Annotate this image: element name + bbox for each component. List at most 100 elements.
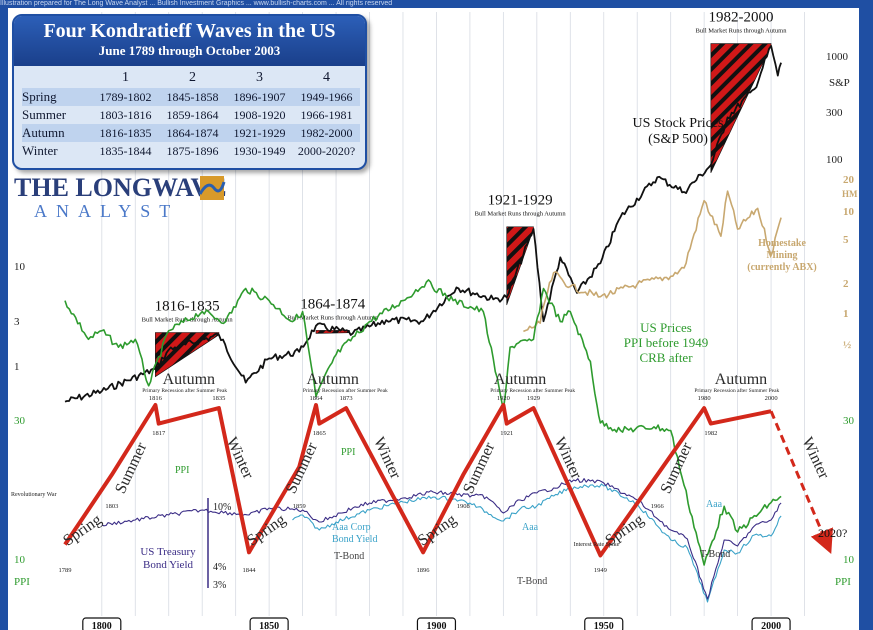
- us-treasury-label: Bond Yield: [143, 559, 194, 571]
- right-hm-tick: 1: [843, 308, 849, 320]
- table-cell: 1966-1981: [300, 107, 353, 122]
- aaa-yield-line: [292, 483, 782, 603]
- x-tick-box: [249, 617, 289, 630]
- table-cell: 1875-1896: [166, 143, 219, 158]
- right-hm-tick: 2: [843, 278, 849, 290]
- right-ppi-label: PPI: [835, 576, 851, 588]
- season-label: Autumn: [163, 371, 215, 388]
- wave-year-label: 2000: [765, 395, 778, 402]
- table-header: Four Kondratieff Waves in the US June 17…: [14, 16, 365, 66]
- table-column-row: 1 2 3 4: [22, 68, 360, 88]
- table-row: Winter 1835-1844 1875-1896 1930-1949 200…: [22, 142, 360, 160]
- right-sp-tick: 1000: [826, 51, 849, 63]
- sp500-label: (S&P 500): [648, 132, 708, 147]
- wave-year-label: 1865: [313, 430, 326, 437]
- wave-year-label: 1896: [417, 567, 431, 574]
- homestake-line: [523, 190, 782, 333]
- table-row: Autumn 1816-1835 1864-1874 1921-1929 198…: [22, 124, 360, 142]
- left-ppi-label: PPI: [14, 576, 30, 588]
- wave-year-label: 1844: [243, 567, 257, 574]
- table-cell: 1803-1816: [99, 107, 152, 122]
- bull-market-note: Bull Market Runs through Autumn: [287, 314, 379, 321]
- left-stock-tick: 10: [14, 261, 26, 273]
- bull-market-box: [506, 226, 534, 306]
- bull-market-note: Bull Market Runs through Autumn: [475, 211, 567, 218]
- table-cell: 1908-1920: [233, 107, 286, 122]
- kondratieff-table: Four Kondratieff Waves in the US June 17…: [12, 14, 367, 170]
- table-row: Spring 1789-1802 1845-1858 1896-1907 194…: [22, 88, 360, 106]
- table-cell: 2000-2020?: [297, 143, 356, 158]
- season-label: Autumn: [306, 371, 358, 388]
- tbond-label-1: T-Bond: [334, 551, 364, 562]
- wave-year-label: 1920: [497, 395, 510, 402]
- table-title: Four Kondratieff Waves in the US: [43, 20, 336, 42]
- season-label: Autumn: [494, 371, 546, 388]
- x-tick-box: [751, 617, 791, 630]
- table-cell: 1982-2000: [300, 125, 353, 140]
- left-stock-tick: 1: [14, 361, 20, 373]
- table-col-header: 3: [256, 70, 263, 85]
- left-stock-tick: 3: [14, 316, 20, 328]
- left-ppi-tick: 30: [14, 415, 26, 427]
- x-tick-label: 1900: [426, 621, 446, 630]
- season-label: Spring: [415, 511, 460, 549]
- wave-year-label: 1859: [293, 503, 306, 510]
- table-cell: 1949-1966: [300, 89, 353, 104]
- wave-year-label: 1929: [527, 395, 540, 402]
- tbond-label-2: T-Bond: [517, 576, 547, 587]
- right-hm-tick: ½: [843, 339, 851, 351]
- table-cell: 1859-1864: [166, 107, 219, 122]
- bull-market-period-label: 1816-1835: [155, 298, 220, 314]
- logo-line2: ANALYST: [34, 201, 179, 221]
- sp500-label: US Stock Prices: [633, 116, 724, 131]
- bull-market-period-label: 1982-2000: [708, 10, 773, 26]
- table-cell: 1835-1844: [99, 143, 152, 158]
- wave-year-label: 1982: [704, 430, 717, 437]
- table-grid: 1 2 3 4 Spring 1789-1802 1845-1858 1896-…: [22, 68, 360, 160]
- wave-year-label: 1789: [59, 567, 72, 574]
- us-prices-label: US Prices: [640, 320, 692, 335]
- season-label: Spring: [244, 511, 289, 549]
- season-label: Autumn: [22, 125, 65, 140]
- right-hm-tick: 20: [843, 174, 855, 186]
- right-hm-label: HM: [842, 189, 858, 199]
- wave-layer: 2020?: [63, 403, 847, 558]
- x-tick-label: 1850: [259, 621, 279, 630]
- aaa-label-1: Aaa: [522, 522, 539, 533]
- source-line: Illustration prepared for The Long Wave …: [0, 0, 393, 7]
- table-cell: 1896-1907: [233, 89, 286, 104]
- primary-recession-note: Primary Recession after Summer Peak: [490, 387, 575, 394]
- x-tick-box: [82, 617, 122, 630]
- right-sp-tick: 100: [826, 154, 843, 166]
- wave-year-label: 1816: [149, 395, 163, 402]
- season-label: Winter: [22, 143, 58, 158]
- table-cell: 1864-1874: [166, 125, 219, 140]
- x-tick-label: 1800: [92, 621, 112, 630]
- forecast-label: 2020?: [818, 526, 847, 540]
- wave-year-label: 1817: [152, 430, 166, 437]
- logo-line1: THE LONGWAVE: [14, 173, 227, 202]
- right-hm-tick: 5: [843, 234, 849, 246]
- revolutionary-war-note: Revolutionary War: [11, 492, 57, 498]
- x-tick-label: 1950: [594, 621, 614, 630]
- table-subtitle: June 1789 through October 2003: [98, 43, 281, 58]
- homestake-label: Homestake: [758, 238, 806, 249]
- logo-wave-icon: [198, 181, 226, 195]
- homestake-label: Mining: [766, 250, 797, 261]
- table-cell: 1930-1949: [233, 143, 286, 158]
- left-ppi-tick: 10: [14, 554, 26, 566]
- ppi-line: [64, 279, 782, 566]
- x-tick-box: [584, 617, 624, 630]
- season-label: Summer: [283, 439, 322, 496]
- right-sp-tick: 300: [826, 107, 843, 119]
- aaa-corp-label: Bond Yield: [332, 534, 377, 545]
- bond-scale-label: 10%: [213, 502, 231, 513]
- bull-market-period-label: 1864-1874: [300, 296, 365, 312]
- ppi-series-label: PPI: [175, 465, 189, 476]
- bull-market-box: [710, 43, 772, 173]
- us-prices-label: CRB after: [639, 350, 693, 365]
- right-hm-tick: 10: [843, 206, 855, 218]
- interest-rate-spike-note: Interest Rate Spike: [574, 542, 620, 548]
- wave-year-label: 1949: [594, 567, 607, 574]
